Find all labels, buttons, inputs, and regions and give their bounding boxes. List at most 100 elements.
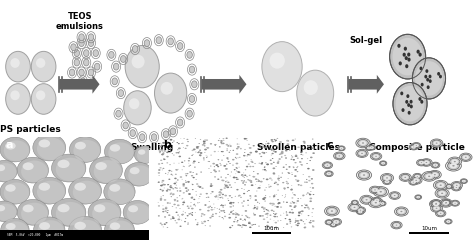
Circle shape <box>237 144 238 145</box>
Ellipse shape <box>52 154 86 182</box>
Circle shape <box>177 190 178 191</box>
Circle shape <box>113 63 119 70</box>
Circle shape <box>286 183 289 184</box>
Circle shape <box>419 161 424 164</box>
Circle shape <box>434 202 439 205</box>
Circle shape <box>279 154 281 155</box>
Circle shape <box>201 216 202 217</box>
Circle shape <box>211 216 214 217</box>
Ellipse shape <box>1 219 29 241</box>
Circle shape <box>225 181 227 182</box>
Circle shape <box>175 207 177 208</box>
Text: SEM  5.0kV  ×20,000   1μm  #017m: SEM 5.0kV ×20,000 1μm #017m <box>8 233 64 237</box>
Circle shape <box>196 224 199 225</box>
Circle shape <box>186 139 189 140</box>
Circle shape <box>174 178 177 179</box>
Circle shape <box>309 222 312 223</box>
Circle shape <box>179 188 181 189</box>
Circle shape <box>225 177 227 178</box>
Circle shape <box>237 157 239 158</box>
Ellipse shape <box>108 142 134 163</box>
Circle shape <box>432 205 441 211</box>
Ellipse shape <box>4 183 29 203</box>
Circle shape <box>257 180 260 182</box>
Circle shape <box>160 222 162 224</box>
Circle shape <box>215 196 217 197</box>
Circle shape <box>254 224 256 225</box>
Circle shape <box>415 61 443 96</box>
Circle shape <box>229 163 231 164</box>
Circle shape <box>214 144 216 145</box>
Circle shape <box>191 175 193 176</box>
Circle shape <box>303 149 305 150</box>
Circle shape <box>390 34 426 79</box>
Circle shape <box>291 185 292 186</box>
Circle shape <box>289 219 291 220</box>
Circle shape <box>441 193 443 194</box>
Circle shape <box>412 177 420 183</box>
Circle shape <box>258 163 260 164</box>
Circle shape <box>358 139 368 147</box>
Circle shape <box>159 175 160 176</box>
Circle shape <box>311 212 313 213</box>
Circle shape <box>271 209 273 211</box>
Circle shape <box>74 59 80 66</box>
Circle shape <box>211 191 214 193</box>
Bar <box>252 232 292 234</box>
Circle shape <box>413 178 419 182</box>
Circle shape <box>163 195 164 196</box>
Circle shape <box>252 162 254 163</box>
Circle shape <box>254 214 256 216</box>
Ellipse shape <box>0 160 17 182</box>
Circle shape <box>437 72 440 76</box>
Circle shape <box>222 207 224 208</box>
Circle shape <box>229 184 231 186</box>
Circle shape <box>283 201 284 202</box>
Circle shape <box>286 140 289 142</box>
Circle shape <box>185 180 186 181</box>
Circle shape <box>220 142 222 143</box>
Circle shape <box>159 151 160 152</box>
Circle shape <box>231 204 232 205</box>
Circle shape <box>356 209 364 214</box>
Circle shape <box>211 207 213 208</box>
Ellipse shape <box>262 42 302 92</box>
Circle shape <box>291 159 292 160</box>
Circle shape <box>461 154 471 160</box>
Circle shape <box>177 204 180 206</box>
Ellipse shape <box>4 140 29 161</box>
Circle shape <box>381 202 384 205</box>
Circle shape <box>164 216 166 217</box>
Circle shape <box>294 195 296 196</box>
Circle shape <box>214 176 216 177</box>
Circle shape <box>161 182 163 183</box>
Circle shape <box>263 152 265 154</box>
Circle shape <box>365 145 373 150</box>
Circle shape <box>287 172 289 173</box>
Circle shape <box>188 193 191 195</box>
Text: a: a <box>6 140 13 150</box>
Circle shape <box>278 180 280 181</box>
Circle shape <box>268 184 269 185</box>
Circle shape <box>187 189 189 191</box>
Circle shape <box>312 208 314 209</box>
Circle shape <box>287 187 289 188</box>
Circle shape <box>465 157 467 158</box>
Ellipse shape <box>21 203 48 224</box>
Circle shape <box>232 164 234 166</box>
Ellipse shape <box>110 144 120 152</box>
Circle shape <box>170 151 171 152</box>
Circle shape <box>380 202 385 205</box>
Circle shape <box>201 221 202 222</box>
Circle shape <box>222 138 224 139</box>
Circle shape <box>177 43 183 49</box>
Circle shape <box>280 153 283 154</box>
Circle shape <box>230 212 232 213</box>
Circle shape <box>374 154 379 158</box>
Circle shape <box>312 187 314 189</box>
Circle shape <box>207 196 210 198</box>
Circle shape <box>182 143 183 144</box>
Circle shape <box>199 143 200 144</box>
Circle shape <box>291 203 292 204</box>
Circle shape <box>255 178 257 180</box>
